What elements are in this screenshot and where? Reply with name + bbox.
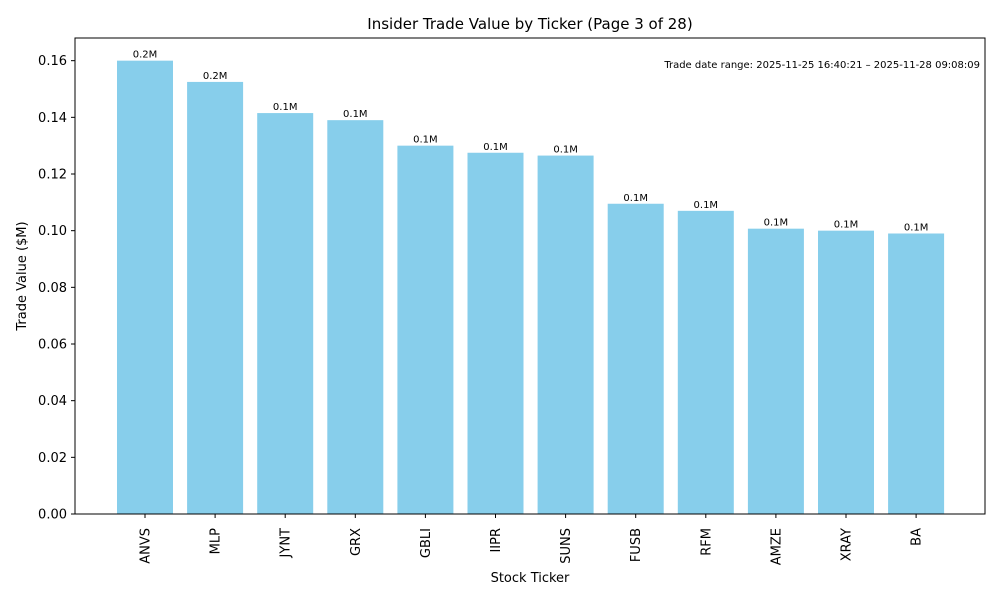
x-tick-label: BA bbox=[910, 528, 925, 546]
bar-jynt bbox=[257, 113, 314, 514]
bars-group bbox=[117, 60, 945, 515]
bar-mlp bbox=[187, 81, 244, 515]
x-tick-label: XRAY bbox=[840, 528, 855, 561]
y-tick-label: 0.00 bbox=[38, 508, 67, 523]
bar-value-label: 0.1M bbox=[273, 102, 298, 113]
bar-value-label: 0.1M bbox=[904, 223, 929, 234]
bar-value-label: 0.1M bbox=[413, 135, 438, 146]
bar-value-label: 0.1M bbox=[343, 109, 368, 120]
x-tick-label: IIPR bbox=[489, 528, 504, 553]
bar-value-label: 0.1M bbox=[623, 193, 648, 204]
y-tick-label: 0.10 bbox=[38, 224, 67, 239]
bar-value-label: 0.2M bbox=[203, 71, 228, 82]
x-tick-label: GBLI bbox=[419, 528, 434, 558]
y-tick-label: 0.16 bbox=[38, 54, 67, 69]
plot-frame bbox=[74, 37, 986, 515]
chart-title: Insider Trade Value by Ticker (Page 3 of… bbox=[367, 15, 692, 33]
y-tick-label: 0.06 bbox=[38, 338, 67, 353]
bar-value-label: 0.1M bbox=[764, 218, 789, 229]
bar-value-label: 0.1M bbox=[553, 145, 578, 156]
x-tick-label: RFM bbox=[699, 528, 714, 556]
x-tick-label: JYNT bbox=[279, 528, 294, 558]
x-axis-label: Stock Ticker bbox=[491, 571, 570, 586]
date-range-annotation: Trade date range: 2025-11-25 16:40:21 – … bbox=[663, 60, 980, 71]
y-tick-label: 0.02 bbox=[38, 451, 67, 466]
y-tick-label: 0.08 bbox=[38, 281, 67, 296]
bar-fusb bbox=[607, 203, 664, 514]
x-tick-label: FUSB bbox=[629, 528, 644, 562]
bar-amze bbox=[747, 228, 804, 514]
bar-xray bbox=[818, 230, 874, 514]
x-tick-label: GRX bbox=[349, 528, 364, 556]
bar-anvs bbox=[117, 60, 173, 515]
bar-value-label: 0.1M bbox=[694, 200, 719, 211]
x-tick-label: SUNS bbox=[559, 528, 574, 564]
bar-ba bbox=[888, 233, 945, 514]
y-axis: 0.00 0.02 0.04 0.06 0.08 0.10 0.12 0.14 0.16 bbox=[38, 54, 75, 523]
y-tick-label: 0.12 bbox=[38, 168, 67, 183]
bar-suns bbox=[537, 155, 594, 515]
bar-value-label: 0.1M bbox=[483, 142, 508, 153]
x-axis: ANVS MLP JYNT GRX GBLI IIPR SUNS FUSB RFM AMZE XRA… bbox=[139, 514, 925, 565]
x-tick-label: AMZE bbox=[769, 528, 784, 565]
y-tick-label: 0.14 bbox=[38, 111, 67, 126]
bar-gbli bbox=[397, 145, 454, 514]
x-tick-label: MLP bbox=[209, 528, 224, 554]
bar-labels-group: 0.2M 0.2M 0.1M 0.1M 0.1M 0.1M 0.1M 0.1M 0.1M 0.1M… bbox=[133, 50, 929, 234]
y-axis-label: Trade Value ($M) bbox=[15, 221, 30, 331]
bar-iipr bbox=[467, 152, 524, 514]
bar-value-label: 0.1M bbox=[834, 220, 859, 231]
y-tick-label: 0.04 bbox=[38, 394, 67, 409]
x-tick-label: ANVS bbox=[139, 528, 154, 564]
bar-value-label: 0.2M bbox=[133, 50, 158, 61]
bar-grx bbox=[327, 120, 384, 515]
bar-rfm bbox=[677, 210, 734, 515]
